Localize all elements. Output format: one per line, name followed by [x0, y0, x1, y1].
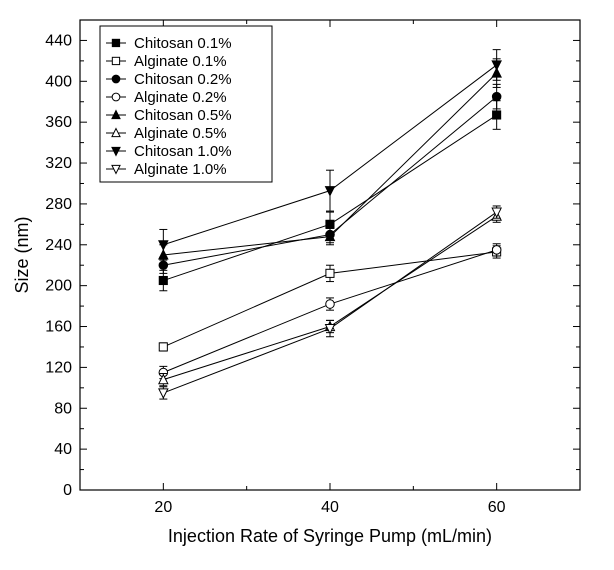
legend-label: Chitosan 0.2% — [134, 71, 232, 88]
legend-label: Alginate 1.0% — [134, 161, 227, 178]
legend-marker — [112, 75, 120, 83]
x-tick-label: 60 — [488, 499, 506, 516]
series-marker — [492, 92, 501, 101]
y-tick-label: 0 — [63, 482, 72, 499]
series-marker — [159, 276, 167, 284]
series-marker — [493, 111, 501, 119]
y-tick-label: 280 — [45, 196, 72, 213]
legend-label: Alginate 0.5% — [134, 125, 227, 142]
y-tick-label: 360 — [45, 114, 72, 131]
y-tick-label: 80 — [54, 400, 72, 417]
y-axis-title: Size (nm) — [12, 216, 32, 293]
chart-svg: 20 40 60 0 40 80 120 160 200 240 280 320 360 400 440 In… — [0, 0, 614, 570]
legend-label: Chitosan 0.5% — [134, 107, 232, 124]
legend-label: Alginate 0.2% — [134, 89, 227, 106]
y-tick-label: 240 — [45, 237, 72, 254]
y-tick-label: 200 — [45, 278, 72, 295]
y-tick-label: 160 — [45, 319, 72, 336]
legend-label: Chitosan 0.1% — [134, 35, 232, 52]
legend-label: Alginate 0.1% — [134, 53, 227, 70]
y-tick-label: 400 — [45, 73, 72, 90]
y-tick-label: 40 — [54, 441, 72, 458]
x-tick-label: 20 — [154, 499, 172, 516]
legend-marker — [112, 93, 120, 101]
series-marker — [326, 269, 334, 277]
y-tick-label: 440 — [45, 32, 72, 49]
x-tick-label: 40 — [321, 499, 339, 516]
x-axis-title: Injection Rate of Syringe Pump (mL/min) — [168, 526, 492, 546]
y-tick-label: 120 — [45, 359, 72, 376]
series-marker — [492, 246, 501, 255]
legend-marker — [112, 39, 119, 46]
series-marker — [159, 343, 167, 351]
chart-container: 20 40 60 0 40 80 120 160 200 240 280 320 360 400 440 In… — [0, 0, 614, 570]
chart-bg — [0, 0, 614, 570]
legend-marker — [112, 57, 119, 64]
legend-label: Chitosan 1.0% — [134, 143, 232, 160]
y-tick-label: 320 — [45, 155, 72, 172]
series-marker — [326, 300, 335, 309]
